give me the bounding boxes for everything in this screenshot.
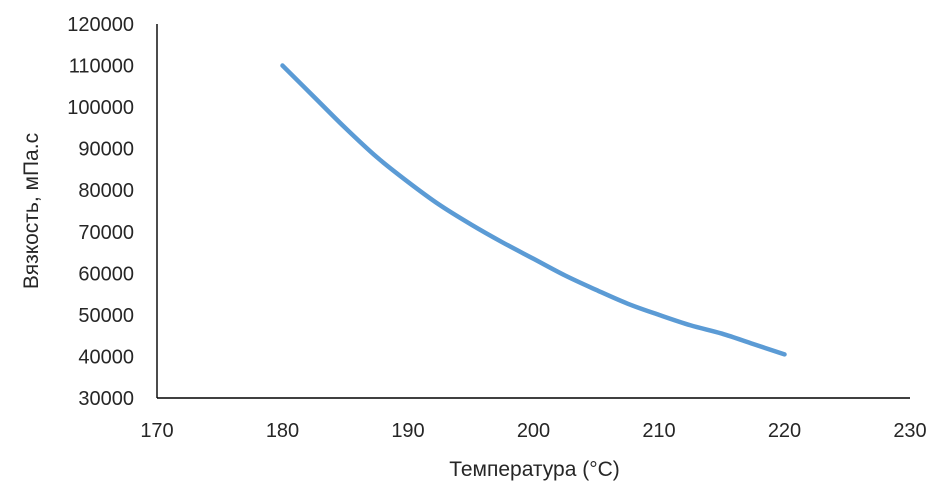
y-tick-label: 60000 [78,263,134,285]
series-line [280,63,787,357]
x-tick-label: 200 [517,420,550,442]
y-tick-label: 120000 [67,14,134,36]
x-axis-title: Температура (°C) [449,458,620,481]
y-tick-label: 40000 [78,346,134,368]
y-tick-label: 110000 [69,56,134,78]
x-tick-label: 230 [893,420,926,442]
x-tick-label: 190 [391,420,424,442]
y-tick-label: 100000 [67,97,134,119]
y-tick-label: 70000 [78,222,134,244]
y-tick-label: 50000 [78,305,134,327]
y-tick-label: 90000 [78,139,134,161]
x-tick-label: 170 [140,420,173,442]
y-axis-tick-labels: 30000 40000 50000 60000 70000 80000 90000 10000… [67,14,134,410]
x-tick-label: 220 [768,420,801,442]
x-tick-label: 180 [266,420,299,442]
y-tick-label: 80000 [78,180,134,202]
x-tick-label: 210 [642,420,675,442]
y-axis-title: Вязкость, мПа.с [20,133,43,289]
y-tick-label: 30000 [78,388,134,410]
series-layer [280,63,787,357]
x-axis-tick-labels: 170 180 190 200 210 220 230 [140,420,926,442]
